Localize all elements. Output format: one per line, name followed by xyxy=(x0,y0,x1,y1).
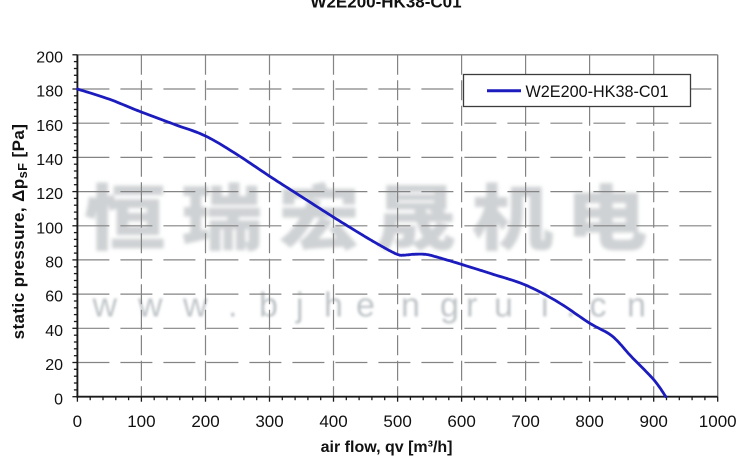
svg-text:160: 160 xyxy=(36,118,63,135)
svg-text:0: 0 xyxy=(54,391,63,408)
svg-text:120: 120 xyxy=(36,186,63,203)
svg-text:e: e xyxy=(356,287,375,325)
svg-text:0: 0 xyxy=(73,412,82,431)
svg-text:180: 180 xyxy=(36,84,63,101)
svg-text:h: h xyxy=(324,287,343,325)
svg-text:b: b xyxy=(259,287,278,325)
svg-text:.: . xyxy=(228,287,237,325)
svg-text:100: 100 xyxy=(36,220,63,237)
svg-text:n: n xyxy=(627,287,646,325)
svg-text:20: 20 xyxy=(45,357,63,374)
svg-text:i: i xyxy=(541,287,549,325)
svg-text:60: 60 xyxy=(45,289,63,306)
svg-text:u: u xyxy=(494,287,513,325)
svg-text:100: 100 xyxy=(127,412,155,431)
svg-text:800: 800 xyxy=(575,412,603,431)
svg-text:r: r xyxy=(466,287,477,325)
svg-text:1000: 1000 xyxy=(699,412,737,431)
svg-text:700: 700 xyxy=(511,412,539,431)
svg-text:j: j xyxy=(295,287,304,325)
svg-text:.: . xyxy=(566,287,575,325)
svg-text:n: n xyxy=(401,287,420,325)
svg-text:500: 500 xyxy=(383,412,411,431)
svg-text:140: 140 xyxy=(36,152,63,169)
svg-text:200: 200 xyxy=(36,49,63,66)
svg-text:80: 80 xyxy=(45,255,63,272)
svg-text:air flow, qv [m³/h]: air flow, qv [m³/h] xyxy=(321,439,453,456)
svg-text:c: c xyxy=(590,287,607,325)
svg-text:200: 200 xyxy=(191,412,219,431)
svg-text:40: 40 xyxy=(45,323,63,340)
svg-text:static pressure, ΔpsF [Pa]: static pressure, ΔpsF [Pa] xyxy=(9,124,30,340)
svg-text:w: w xyxy=(182,287,208,325)
svg-text:900: 900 xyxy=(640,412,668,431)
svg-text:W2E200-HK38-C01: W2E200-HK38-C01 xyxy=(310,0,461,12)
svg-text:g: g xyxy=(440,287,459,325)
svg-text:w: w xyxy=(92,287,118,325)
svg-text:W2E200-HK38-C01: W2E200-HK38-C01 xyxy=(526,83,669,101)
svg-text:400: 400 xyxy=(319,412,347,431)
svg-text:300: 300 xyxy=(255,412,283,431)
svg-text:600: 600 xyxy=(447,412,475,431)
